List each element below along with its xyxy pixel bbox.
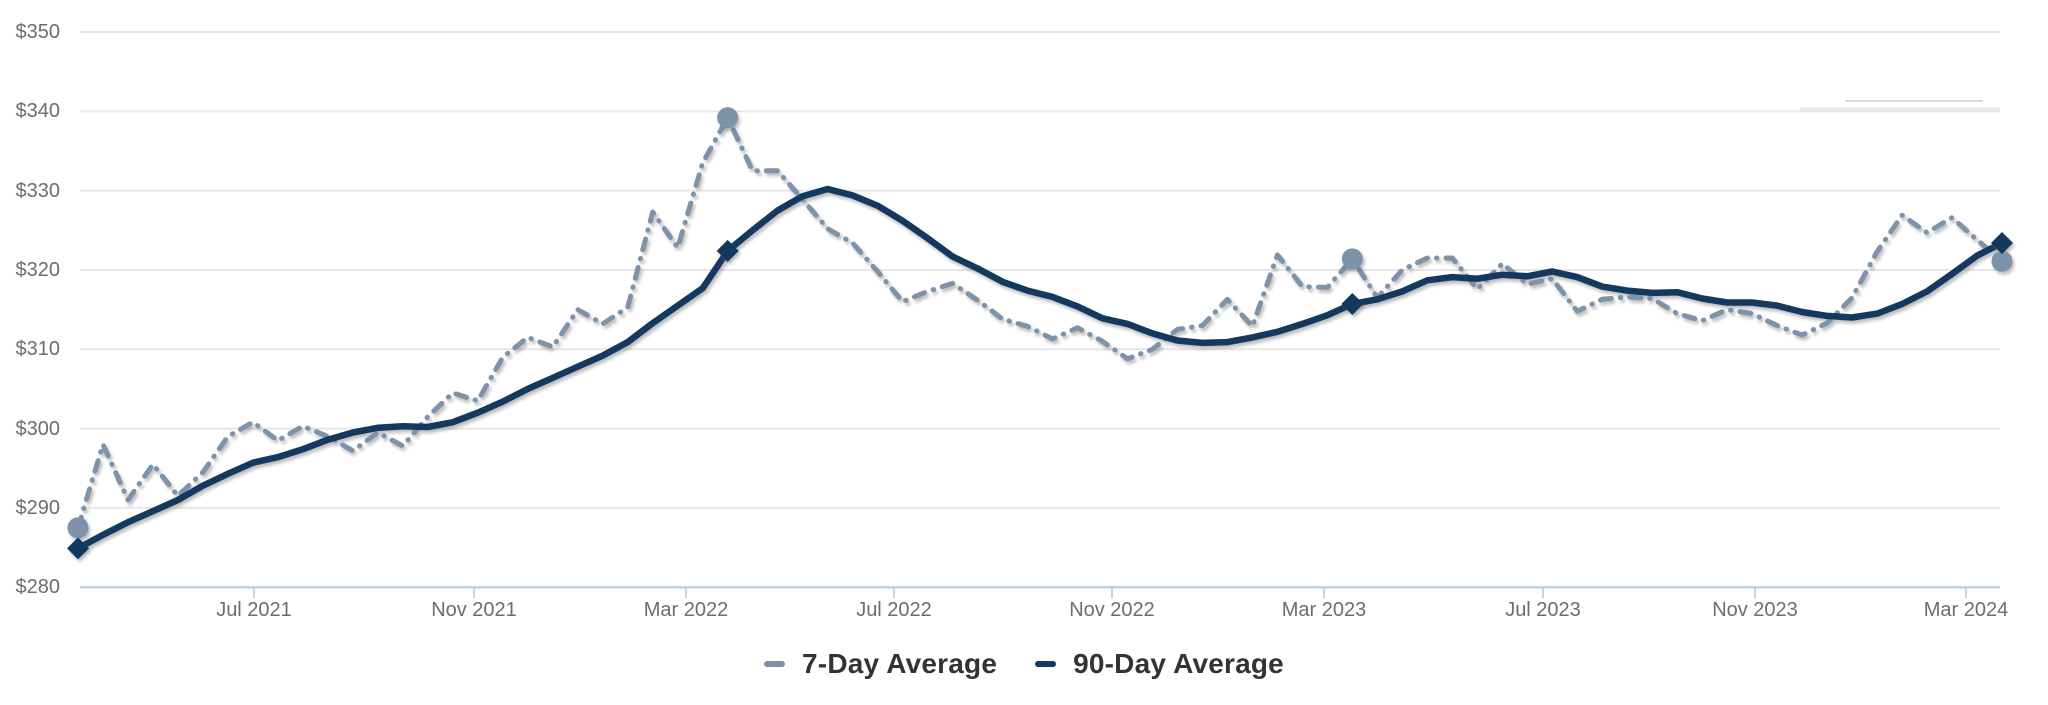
- faint-artifact-lines: [1800, 100, 2000, 111]
- x-axis-tick-label: Nov 2023: [1712, 599, 1798, 621]
- y-axis-tick-label: $310: [15, 338, 61, 361]
- y-axis-tick-label: $300: [15, 417, 61, 440]
- legend-item-90-day-average[interactable]: 90-Day Average: [1035, 648, 1284, 680]
- series-markers: [67, 107, 2013, 560]
- legend-label-7-day: 7-Day Average: [802, 648, 998, 679]
- seven-day-highlight-marker[interactable]: [717, 107, 739, 129]
- x-axis-tick-marks: [253, 587, 1967, 599]
- ninety-day-highlight-marker[interactable]: [716, 239, 739, 262]
- seven-day-highlight-marker[interactable]: [1991, 250, 2013, 272]
- x-axis-tick-label: Nov 2022: [1069, 599, 1155, 621]
- ninety-day-highlight-marker[interactable]: [1991, 231, 2013, 254]
- legend-swatch-90-day-icon: [1035, 661, 1057, 667]
- y-axis-tick-label: $330: [15, 179, 61, 202]
- seven-day-highlight-marker[interactable]: [1341, 248, 1363, 270]
- legend-item-7-day-average[interactable]: 7-Day Average: [764, 648, 997, 680]
- y-axis-tick-label: $280: [15, 576, 61, 599]
- x-axis-tick-label: Jul 2023: [1505, 599, 1581, 621]
- x-axis-tick-label: Mar 2023: [1281, 599, 1367, 621]
- ninety-day-average-line[interactable]: [74, 185, 2006, 552]
- legend-swatch-7-day-icon: [764, 661, 786, 667]
- y-axis-tick-label: $350: [15, 21, 61, 43]
- y-axis-tick-label: $290: [15, 496, 61, 519]
- legend-label-90-day: 90-Day Average: [1073, 648, 1284, 679]
- series-lines: [74, 115, 2006, 552]
- ninety-day-highlight-marker[interactable]: [1341, 293, 1364, 316]
- x-axis-tick-label: Jul 2022: [856, 599, 932, 621]
- y-axis-tick-label: $320: [15, 258, 61, 281]
- x-axis-tick-label: Mar 2024: [1923, 599, 2009, 621]
- seven-day-highlight-marker[interactable]: [67, 517, 89, 539]
- x-axis-tick-label: Mar 2022: [643, 599, 729, 621]
- y-axis-tick-label: $340: [15, 100, 61, 123]
- ninety-day-highlight-marker[interactable]: [67, 537, 89, 560]
- x-axis-tick-label: Nov 2021: [431, 599, 517, 621]
- chart-legend: 7-Day Average 90-Day Average: [0, 648, 2048, 680]
- x-axis-tick-label: Jul 2021: [216, 599, 292, 621]
- gridlines: [80, 31, 2000, 589]
- seven-day-average-line[interactable]: [75, 115, 2005, 531]
